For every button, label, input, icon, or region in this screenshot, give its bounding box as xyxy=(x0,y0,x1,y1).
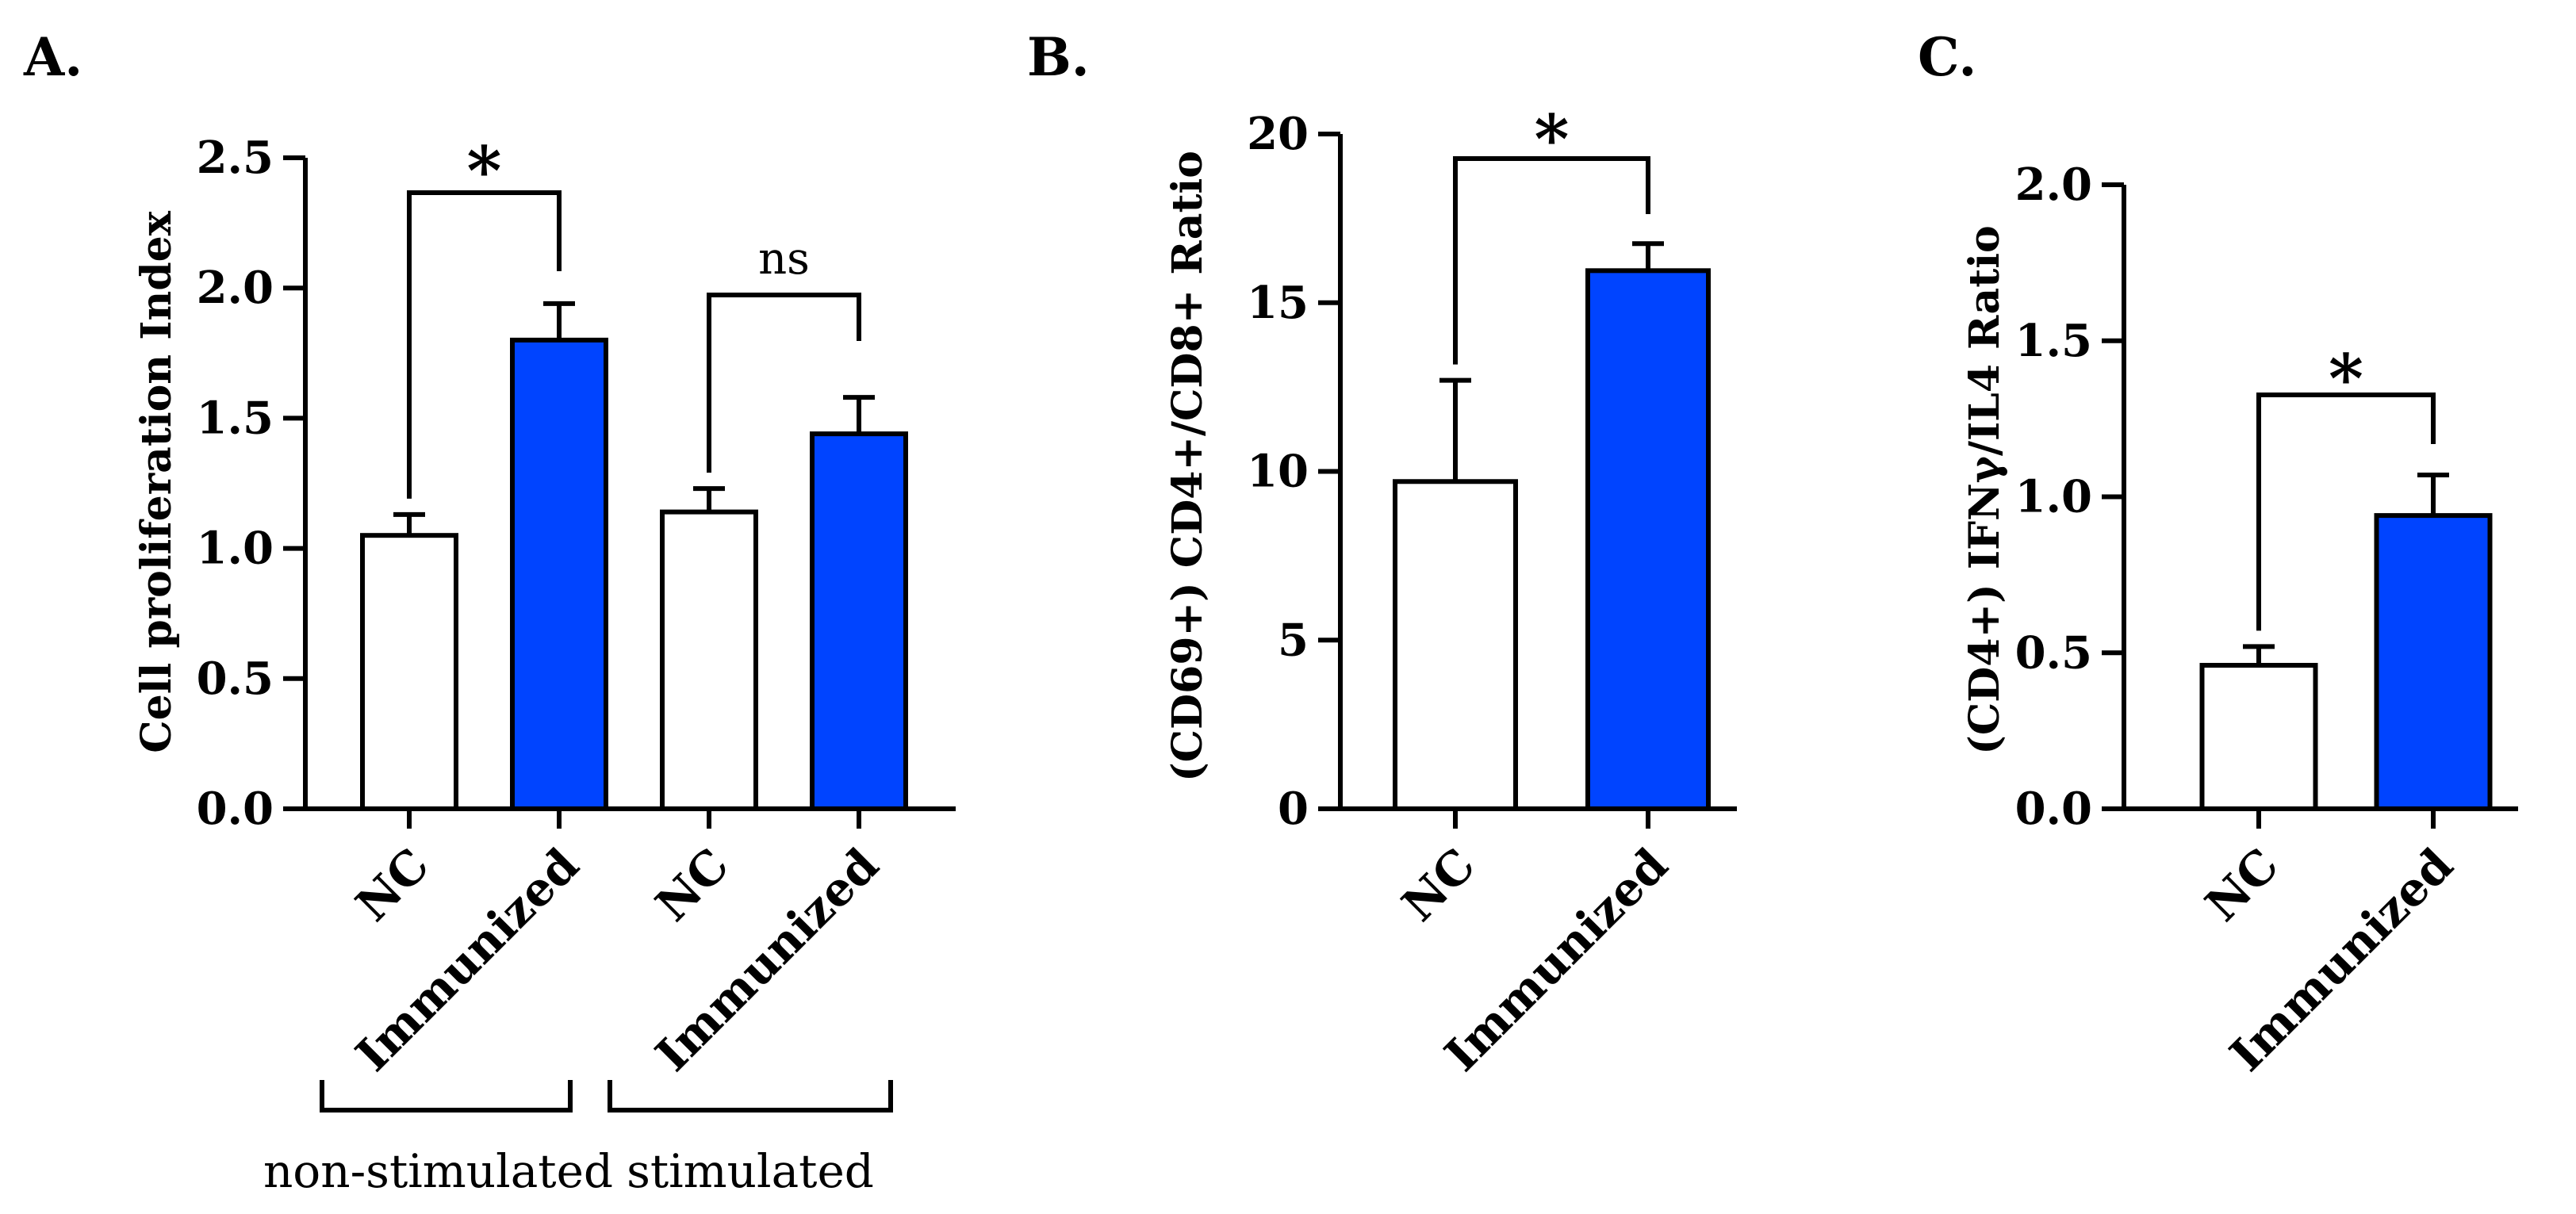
panel-b-letter: B. xyxy=(1027,26,1090,88)
panel-0-y-tick-label: 1.0 xyxy=(197,523,274,575)
panel-0-y-tick-label: 2.5 xyxy=(197,132,274,184)
panel-2-y-tick-label: 1.0 xyxy=(2015,471,2092,523)
panel-2-y-tick-label: 0.0 xyxy=(2015,783,2092,835)
panel-0-category-label: NC xyxy=(346,838,439,932)
panel-b: B. (CD69+) CD4+/CD8+ Ratio 05101520NCImm… xyxy=(1027,26,1737,1082)
panel-0-group-label: non-stimulated xyxy=(263,1144,613,1198)
panel-2-significance-bracket xyxy=(2256,393,2436,631)
panel-b-y-axis-label: (CD69+) CD4+/CD8+ Ratio xyxy=(1163,151,1212,782)
panel-1-y-tick-label: 15 xyxy=(1247,277,1309,329)
panel-a-y-axis-label: Cell proliferation Index xyxy=(132,210,181,753)
panel-1-significance-bracket xyxy=(1453,156,1650,365)
panel-1-bar xyxy=(1585,268,1711,811)
panel-1-bar xyxy=(1393,479,1518,811)
panel-1-category-label: NC xyxy=(1392,838,1485,932)
panel-0-significance-ns: ns xyxy=(758,233,810,285)
panel-0-y-tick-label: 0.0 xyxy=(197,783,274,835)
panel-0-category-label: NC xyxy=(646,838,739,932)
panel-a-letter: A. xyxy=(23,26,82,88)
panel-2-y-tick-label: 1.5 xyxy=(2015,315,2092,367)
panel-0-bar xyxy=(660,509,758,812)
panel-1-y-tick-label: 20 xyxy=(1247,108,1309,160)
panel-0-significance-star: * xyxy=(467,132,502,210)
panel-1-y-tick-label: 0 xyxy=(1278,783,1309,835)
panel-c-y-axis-label: (CD4+) IFNγ/IL4 Ratio xyxy=(1961,225,2009,754)
panel-2-y-tick-label: 0.5 xyxy=(2015,626,2092,679)
panel-1-y-tick-label: 10 xyxy=(1247,446,1309,498)
panel-2-bar xyxy=(2199,662,2318,811)
panel-0-significance-bracket xyxy=(407,190,562,499)
panel-0-group-bracket xyxy=(320,1080,573,1113)
panel-2-significance-star: * xyxy=(2329,339,2363,418)
panel-0-y-tick-label: 0.5 xyxy=(197,653,274,705)
panel-1-significance-star: * xyxy=(1535,100,1570,178)
panel-2-category-label: NC xyxy=(2195,838,2289,932)
panel-c: C. (CD4+) IFNγ/IL4 Ratio 0.0 0.5 1.0 1.5 2.0… xyxy=(1918,26,2518,1082)
panel-0-group-bracket xyxy=(608,1080,893,1113)
panel-0-group-label: stimulated xyxy=(627,1144,874,1198)
panel-1-y-tick-label: 5 xyxy=(1278,614,1309,666)
panel-0-y-tick-label: 2.0 xyxy=(197,262,274,314)
panel-0-bar xyxy=(810,431,908,811)
panel-2-y-tick-label: 2.0 xyxy=(2015,159,2092,211)
panel-0-bar xyxy=(510,337,608,811)
panel-a: A. Cell proliferation Index 0.0 0.5 1.0 1.5… xyxy=(23,26,956,1198)
panel-c-letter: C. xyxy=(1918,26,1976,88)
panel-2-bar xyxy=(2374,513,2493,811)
panel-0-bar xyxy=(360,533,458,811)
panel-0-significance-bracket xyxy=(707,293,861,473)
panel-0-y-tick-label: 1.5 xyxy=(197,392,274,444)
